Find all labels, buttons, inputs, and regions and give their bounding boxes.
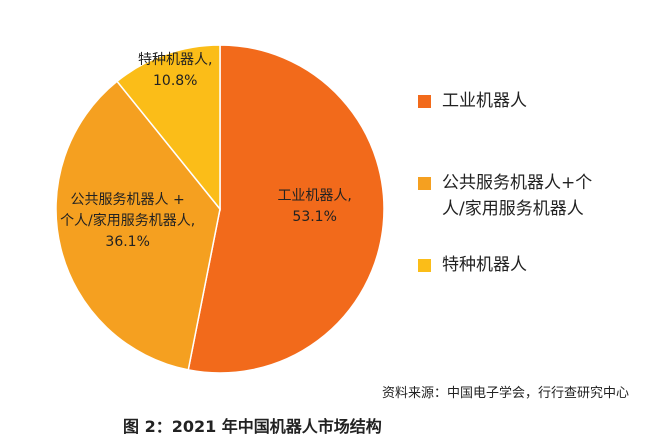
legend-swatch bbox=[418, 259, 431, 272]
legend-label: 公共服务机器人+个人/家用服务机器人 bbox=[442, 173, 593, 219]
caption: 图 2：2021 年中国机器人市场结构 bbox=[123, 417, 382, 436]
legend-swatch bbox=[418, 95, 431, 108]
legend-label: 特种机器人 bbox=[442, 255, 527, 275]
slice-label: 特种机器人, bbox=[138, 52, 212, 68]
value-label: 53.1% bbox=[292, 209, 336, 225]
pie-slice bbox=[187, 44, 385, 374]
slice-label: 个人/家用服务机器人, bbox=[60, 212, 195, 229]
source-note: 资料来源：中国电子学会，行行查研究中心 bbox=[381, 386, 629, 401]
value-label: 10.8% bbox=[153, 73, 197, 89]
legend-label: 工业机器人 bbox=[442, 91, 527, 111]
pie-slice bbox=[116, 44, 221, 212]
legend: 工业机器人公共服务机器人+个人/家用服务机器人特种机器人 bbox=[418, 88, 648, 334]
legend-item: 工业机器人 bbox=[418, 88, 612, 114]
slice-label: 公共服务机器人 + bbox=[71, 192, 185, 208]
legend-item: 公共服务机器人+个人/家用服务机器人 bbox=[418, 170, 612, 222]
slice-label: 工业机器人, bbox=[277, 188, 351, 204]
value-label: 36.1% bbox=[105, 234, 149, 250]
pie-slice bbox=[55, 80, 221, 371]
legend-swatch bbox=[418, 177, 431, 190]
legend-item: 特种机器人 bbox=[418, 252, 612, 278]
